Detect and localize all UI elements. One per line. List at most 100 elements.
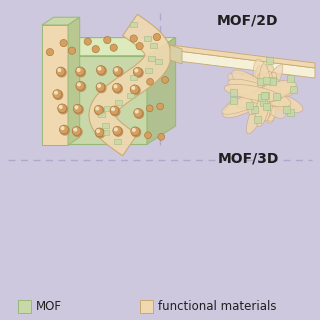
Ellipse shape [242, 73, 274, 104]
Ellipse shape [242, 84, 280, 111]
Ellipse shape [258, 84, 273, 120]
Circle shape [60, 39, 67, 47]
Bar [102, 123, 109, 128]
Ellipse shape [256, 71, 273, 124]
Circle shape [147, 78, 154, 85]
Circle shape [60, 125, 68, 134]
Circle shape [110, 44, 117, 51]
Bar [104, 106, 111, 110]
Polygon shape [42, 17, 80, 25]
Circle shape [97, 130, 100, 132]
Bar [230, 89, 237, 96]
Circle shape [136, 43, 143, 50]
Bar [263, 77, 270, 84]
Circle shape [132, 87, 135, 89]
Bar [261, 92, 268, 100]
Circle shape [76, 67, 84, 76]
Ellipse shape [253, 59, 275, 123]
Ellipse shape [257, 78, 276, 121]
Circle shape [104, 36, 111, 44]
Text: MOF/2D: MOF/2D [217, 13, 279, 27]
Circle shape [98, 84, 100, 87]
Circle shape [55, 92, 57, 94]
Ellipse shape [232, 70, 280, 107]
Circle shape [114, 85, 117, 88]
Ellipse shape [224, 84, 282, 101]
Circle shape [115, 128, 117, 131]
Bar [148, 56, 156, 61]
Bar [262, 92, 269, 99]
Circle shape [131, 86, 140, 95]
Circle shape [76, 81, 85, 90]
Circle shape [77, 68, 80, 71]
Circle shape [146, 105, 153, 112]
Circle shape [114, 127, 123, 136]
Circle shape [132, 129, 135, 131]
Circle shape [53, 90, 62, 99]
Circle shape [134, 108, 142, 117]
Ellipse shape [251, 80, 296, 103]
Ellipse shape [257, 74, 273, 116]
Ellipse shape [260, 91, 303, 113]
Bar [140, 300, 153, 313]
Circle shape [74, 128, 76, 131]
Polygon shape [43, 38, 176, 56]
Polygon shape [147, 38, 176, 144]
Circle shape [135, 109, 144, 118]
Bar [145, 68, 152, 73]
Ellipse shape [248, 79, 279, 115]
Circle shape [97, 84, 106, 92]
Circle shape [162, 76, 168, 83]
Circle shape [60, 126, 69, 135]
Circle shape [95, 128, 104, 137]
Bar [115, 100, 122, 105]
Circle shape [76, 68, 85, 77]
Bar [258, 93, 265, 100]
Ellipse shape [243, 81, 292, 112]
Bar [42, 25, 68, 145]
Ellipse shape [257, 65, 275, 115]
Ellipse shape [249, 85, 293, 111]
Circle shape [74, 105, 83, 114]
Ellipse shape [259, 64, 271, 121]
Ellipse shape [254, 65, 283, 113]
Ellipse shape [255, 86, 296, 100]
Bar [251, 106, 258, 113]
Bar [245, 102, 252, 109]
Bar [155, 60, 162, 64]
Circle shape [135, 110, 138, 113]
Circle shape [84, 38, 92, 45]
Text: functional materials: functional materials [158, 300, 276, 313]
Bar [260, 99, 267, 106]
Bar [269, 78, 276, 85]
Ellipse shape [257, 76, 274, 118]
Ellipse shape [237, 81, 295, 108]
Bar [150, 44, 157, 48]
Circle shape [145, 132, 151, 139]
Bar [130, 22, 137, 27]
Circle shape [158, 133, 165, 140]
Circle shape [132, 128, 140, 137]
Bar [230, 97, 237, 104]
Bar [263, 103, 270, 110]
Bar [18, 300, 31, 313]
Circle shape [46, 49, 54, 56]
Bar [102, 130, 109, 135]
Polygon shape [43, 56, 147, 144]
Circle shape [133, 68, 142, 76]
Circle shape [153, 33, 161, 41]
Bar [283, 106, 290, 113]
Circle shape [157, 103, 164, 110]
Bar [269, 77, 276, 84]
Circle shape [112, 108, 114, 110]
Ellipse shape [255, 84, 286, 118]
Circle shape [96, 129, 105, 138]
Circle shape [94, 105, 103, 114]
Bar [266, 57, 273, 64]
Polygon shape [170, 50, 315, 78]
Bar [273, 93, 280, 100]
Circle shape [111, 107, 120, 116]
Ellipse shape [256, 66, 274, 122]
Bar [257, 78, 264, 85]
Circle shape [130, 35, 137, 42]
